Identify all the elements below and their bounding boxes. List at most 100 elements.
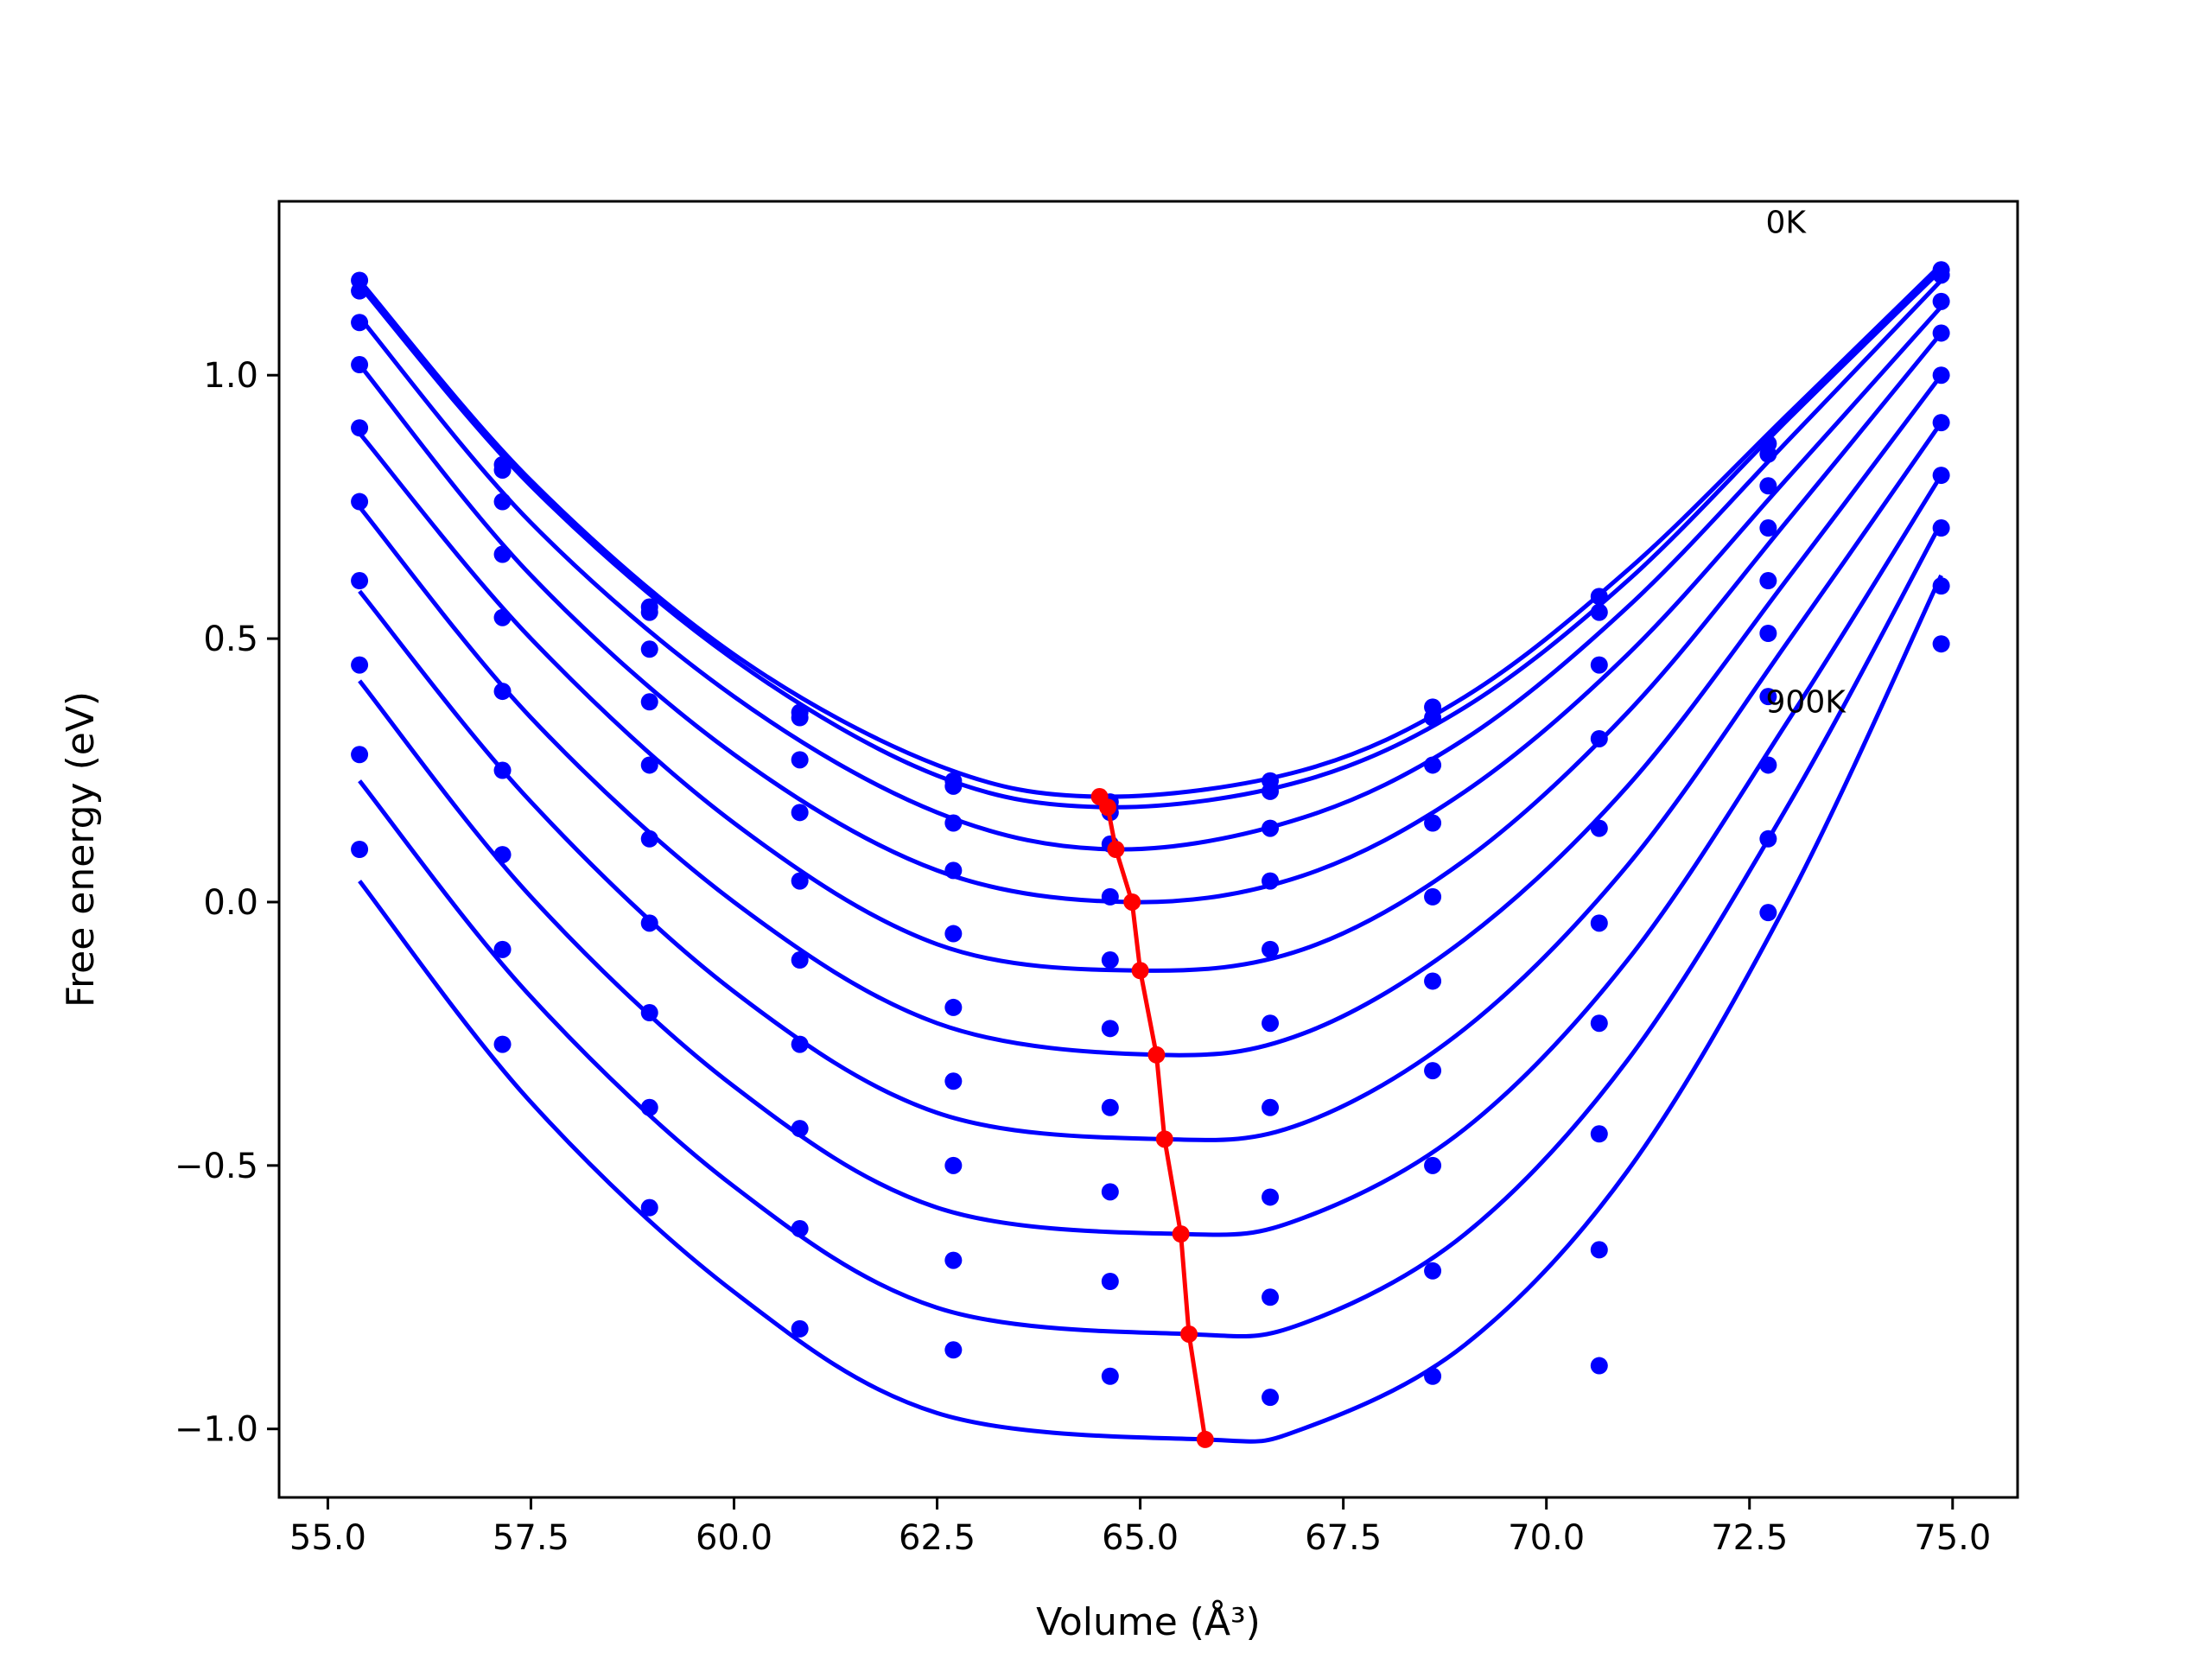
- data-point: [944, 1251, 963, 1269]
- data-point: [1424, 1262, 1442, 1280]
- data-point: [1424, 1367, 1442, 1385]
- fit-curve-8: [358, 521, 1943, 1339]
- data-point: [1101, 1183, 1119, 1201]
- data-point: [1424, 709, 1442, 727]
- y-tick-label: 1.0: [203, 356, 258, 396]
- data-point: [1759, 904, 1777, 922]
- data-point: [1932, 414, 1950, 432]
- data-point: [791, 1220, 809, 1238]
- axes-frame: [277, 200, 2019, 1499]
- data-point: [1932, 292, 1950, 310]
- x-tick-label: 57.5: [493, 1518, 569, 1558]
- data-point: [351, 419, 369, 437]
- data-point: [1590, 588, 1608, 606]
- y-tick-label: 0.0: [203, 883, 258, 923]
- data-point: [1590, 1014, 1608, 1033]
- temperature-annotation: 900K: [1766, 684, 1847, 720]
- data-point: [1101, 1367, 1119, 1385]
- data-point: [1590, 819, 1608, 837]
- minimum-point: [1131, 962, 1149, 980]
- data-point: [640, 1198, 658, 1217]
- data-point: [351, 656, 369, 674]
- data-point: [791, 1319, 809, 1338]
- data-point: [1759, 572, 1777, 590]
- data-point: [1759, 756, 1777, 774]
- data-point: [1262, 1389, 1280, 1407]
- data-point: [1262, 1098, 1280, 1116]
- data-point: [640, 830, 658, 848]
- data-point: [351, 746, 369, 764]
- x-tick-label: 65.0: [1102, 1518, 1179, 1558]
- data-point: [1101, 951, 1119, 969]
- data-point: [493, 461, 512, 479]
- x-tick-label: 75.0: [1914, 1518, 1991, 1558]
- y-tick-label: −0.5: [175, 1147, 258, 1186]
- data-point: [944, 814, 963, 832]
- data-point: [1424, 756, 1442, 774]
- data-point: [1262, 782, 1280, 800]
- data-point: [944, 925, 963, 943]
- annotations: 0K 900K: [1766, 206, 1847, 721]
- fit-curve-4: [358, 331, 1943, 973]
- data-point: [1759, 445, 1777, 463]
- data-point: [1590, 729, 1608, 747]
- y-tick-label: 0.5: [203, 620, 258, 659]
- data-point: [944, 1341, 963, 1359]
- data-point: [493, 608, 512, 626]
- data-point: [1262, 1188, 1280, 1206]
- data-point: [1101, 1273, 1119, 1290]
- y-axis-ticks: 1.0 0.5 0.0 −0.5 −1.0: [175, 356, 279, 1450]
- data-point: [944, 998, 963, 1016]
- data-point: [493, 761, 512, 779]
- data-point: [1932, 635, 1950, 653]
- data-point: [493, 545, 512, 563]
- data-point: [1590, 603, 1608, 621]
- minimum-point: [1098, 798, 1116, 817]
- data-point: [493, 493, 512, 511]
- fit-curve-9: [358, 574, 1943, 1444]
- data-point: [1101, 887, 1119, 906]
- data-point: [1759, 519, 1777, 537]
- data-point: [1262, 1014, 1280, 1033]
- minimum-point: [1107, 841, 1125, 858]
- fit-curve-5: [358, 373, 1943, 1058]
- data-point: [944, 777, 963, 795]
- data-point: [791, 951, 809, 969]
- data-point: [1932, 266, 1950, 284]
- data-point: [944, 1156, 963, 1174]
- data-point: [351, 282, 369, 300]
- data-point: [1262, 1288, 1280, 1306]
- data-point: [640, 640, 658, 658]
- x-tick-label: 62.5: [899, 1518, 976, 1558]
- data-point: [1932, 577, 1950, 595]
- x-tick-label: 72.5: [1711, 1518, 1788, 1558]
- fit-curve-0: [358, 263, 1943, 799]
- data-point: [1759, 625, 1777, 642]
- data-point: [1590, 1241, 1608, 1259]
- data-point: [1759, 830, 1777, 848]
- data-point: [1101, 1098, 1119, 1116]
- minimum-point: [1196, 1430, 1214, 1448]
- data-point: [944, 861, 963, 880]
- data-point: [493, 1035, 512, 1053]
- x-tick-label: 55.0: [289, 1518, 366, 1558]
- data-point: [791, 709, 809, 727]
- minimum-point: [1147, 1046, 1166, 1064]
- data-point: [1590, 914, 1608, 932]
- plot-series-group: [351, 261, 1950, 1448]
- data-point: [1101, 1020, 1119, 1038]
- data-point: [351, 493, 369, 511]
- data-point: [1262, 872, 1280, 890]
- temperature-annotation: 0K: [1766, 206, 1808, 241]
- data-point: [1932, 324, 1950, 342]
- data-point: [1590, 656, 1608, 674]
- data-point: [640, 1098, 658, 1116]
- data-point: [1932, 519, 1950, 537]
- data-point: [1932, 366, 1950, 385]
- data-point: [351, 356, 369, 374]
- x-tick-label: 70.0: [1508, 1518, 1585, 1558]
- plot-area: [351, 261, 1950, 1448]
- data-point: [1424, 972, 1442, 990]
